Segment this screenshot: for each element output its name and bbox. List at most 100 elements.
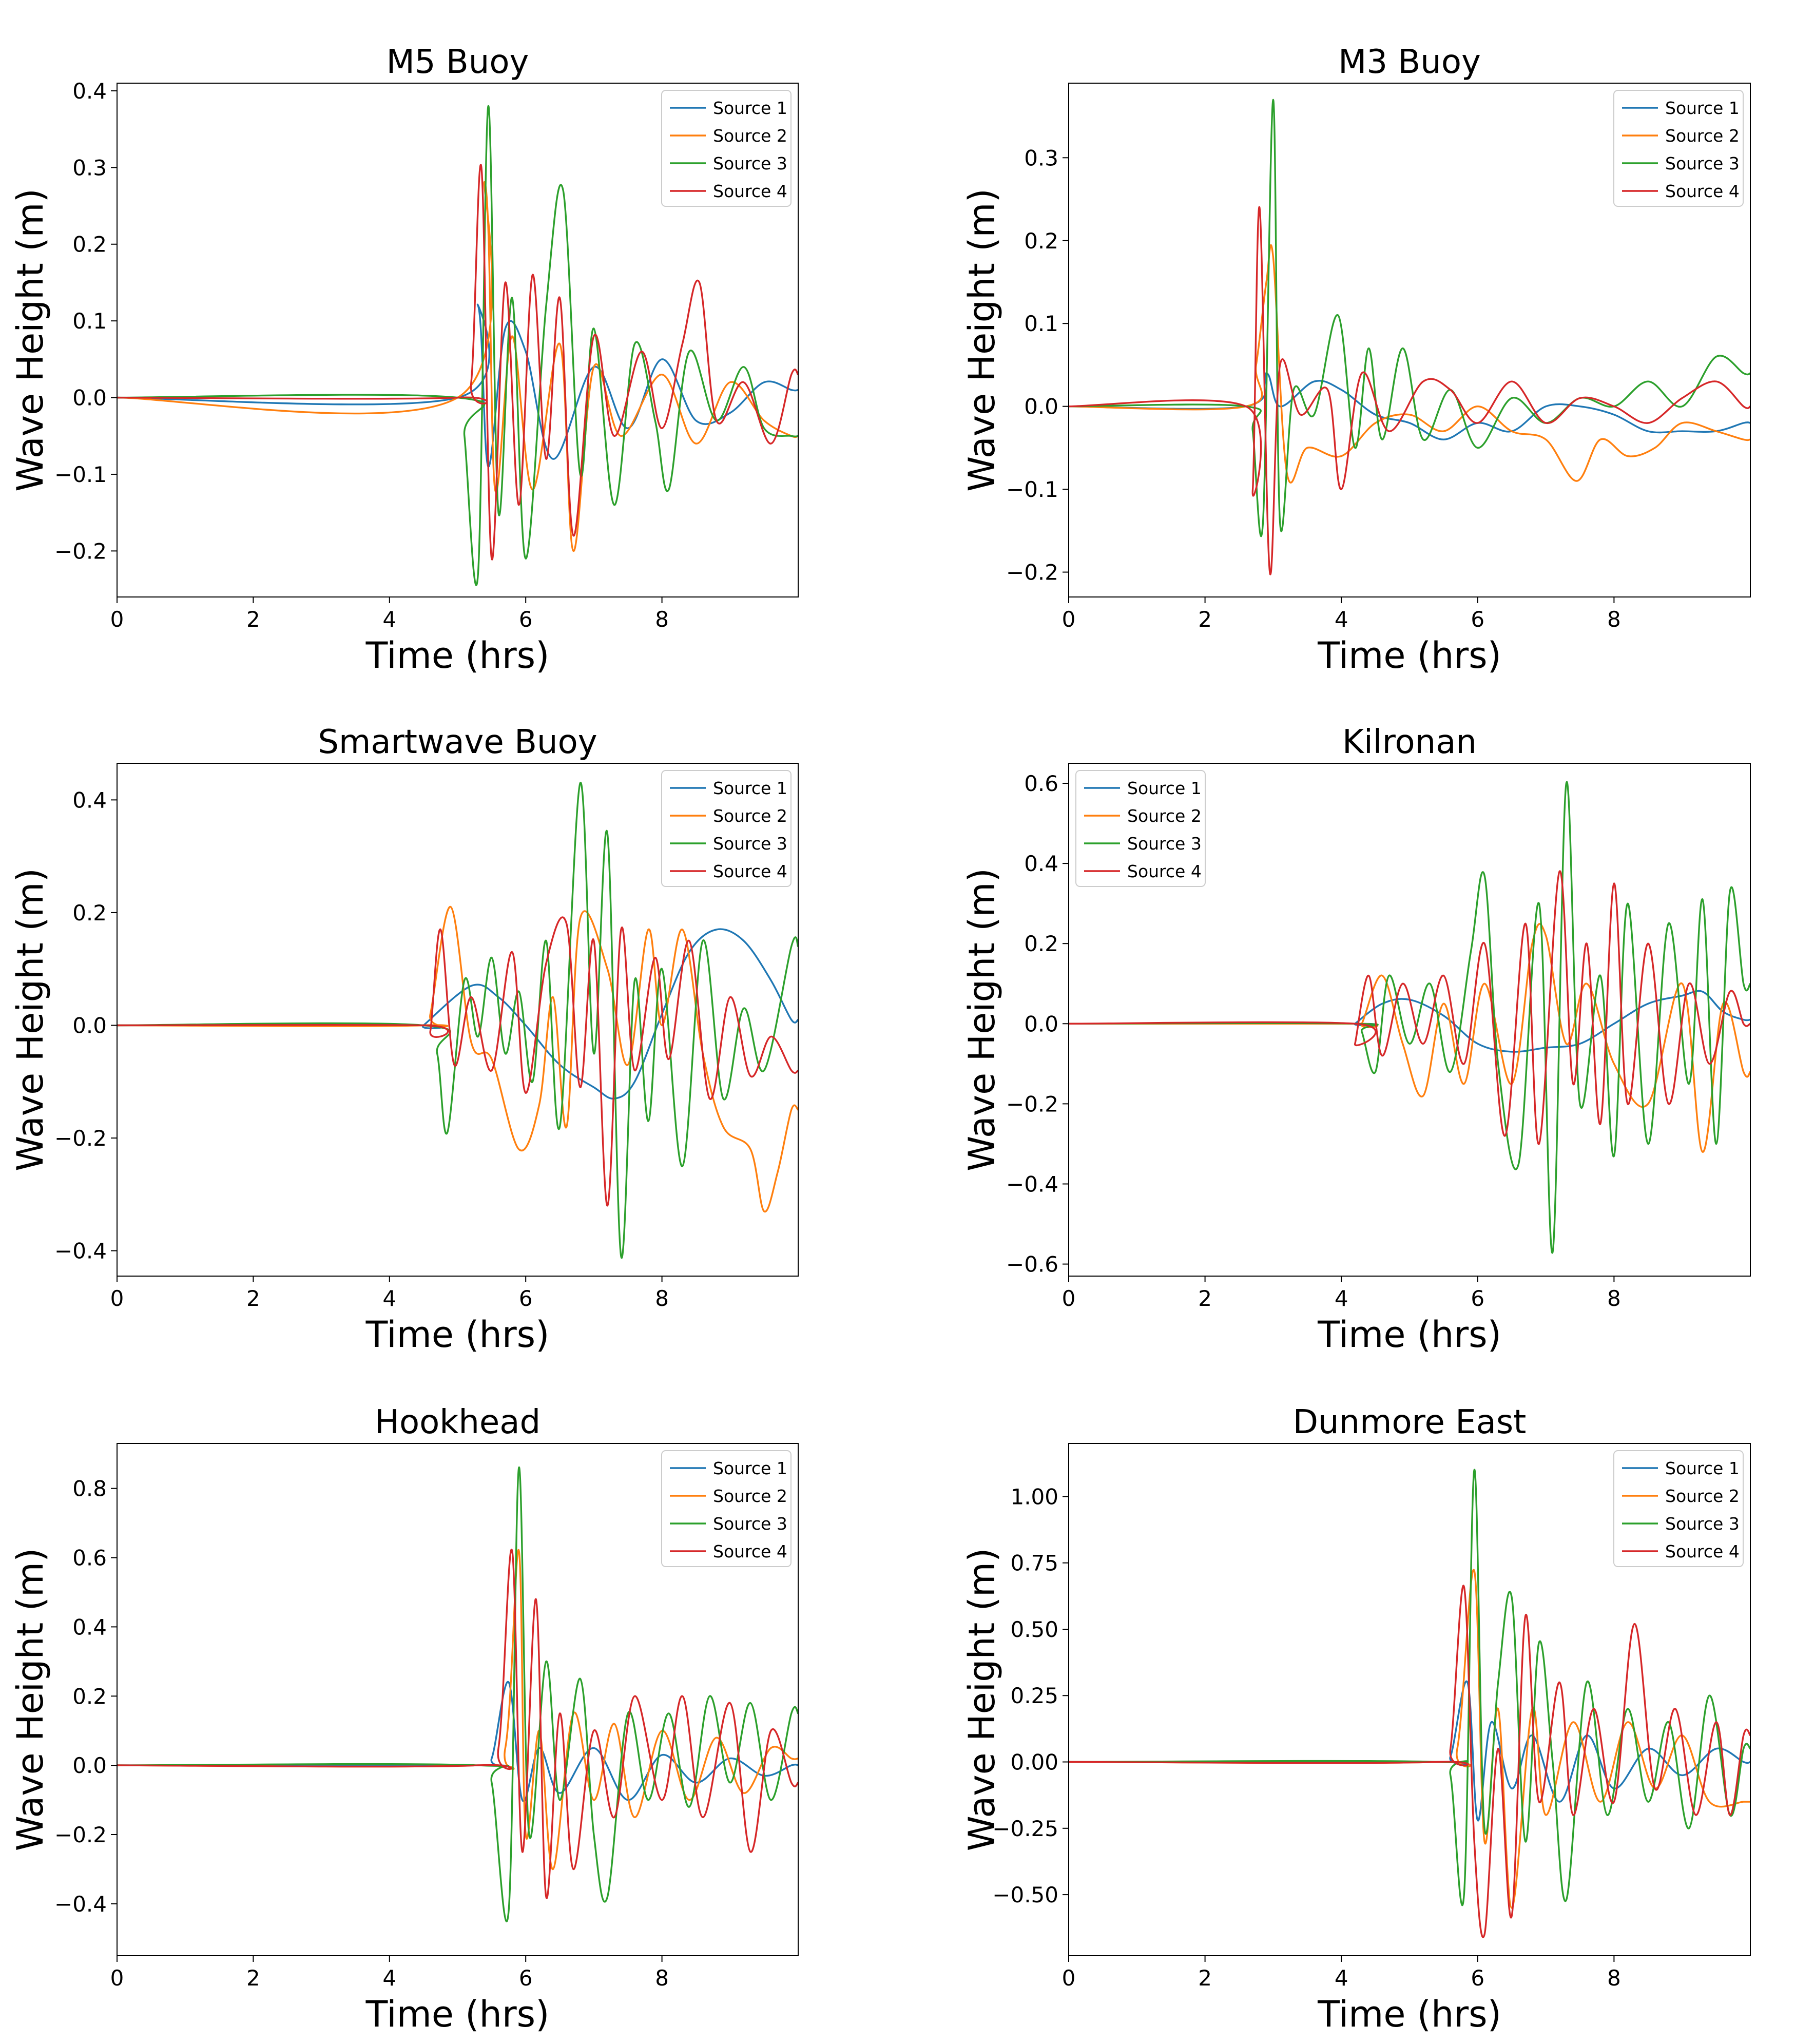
series-line-4: [1069, 1585, 1750, 1938]
x-tick-label: 4: [382, 607, 396, 632]
chart-panel: Smartwave Buoy 0 2 4 6 8 −0.4 −0.2 0.0 0.2 0.4 Time…: [9, 723, 799, 1356]
chart-title: M3 Buoy: [1338, 43, 1481, 81]
y-tick-label: 0.4: [1024, 851, 1058, 876]
x-axis-label: Time (hrs): [1317, 1314, 1501, 1356]
x-tick-label: 2: [246, 1965, 260, 1991]
series-line-3: [1069, 1469, 1750, 1906]
x-tick-label: 2: [246, 1286, 260, 1311]
y-axis-label: Wave Height (m): [961, 188, 1003, 492]
x-tick-label: 6: [519, 1965, 533, 1991]
legend: Source 1 Source 2 Source 3 Source 4: [661, 1450, 792, 1567]
x-tick-label: 0: [1062, 607, 1076, 632]
legend: Source 1 Source 2 Source 3 Source 4: [1075, 770, 1206, 887]
x-tick-label: 2: [246, 607, 260, 632]
axes-frame: [1068, 1443, 1751, 1956]
y-tick-label: 0.0: [1024, 394, 1058, 419]
y-tick-label: −0.4: [1006, 1171, 1058, 1197]
legend-label: Source 3: [713, 153, 787, 173]
legend-label: Source 2: [713, 1486, 787, 1506]
x-axis-label: Time (hrs): [365, 634, 550, 677]
y-axis-label: Wave Height (m): [961, 1548, 1003, 1852]
x-tick-label: 0: [110, 1286, 124, 1311]
series-line-4: [117, 916, 798, 1207]
y-axis-label: Wave Height (m): [9, 188, 51, 492]
legend-label: Source 2: [1665, 126, 1740, 146]
series-line-1: [117, 303, 798, 468]
x-tick-label: 6: [519, 607, 533, 632]
y-tick-label: 0.3: [72, 155, 107, 180]
chart-panel: Dunmore East 0 2 4 6 8 −0.50 −0.25 0.00 0.25 0.50 0…: [961, 1403, 1751, 2035]
x-tick-label: 8: [655, 1286, 669, 1311]
x-tick-label: 0: [110, 1965, 124, 1991]
y-tick-label: 0.6: [72, 1546, 107, 1571]
y-tick-label: 0.00: [1010, 1750, 1058, 1775]
legend-label: Source 1: [1665, 98, 1740, 118]
chart-panel: Hookhead 0 2 4 6 8 −0.4 −0.2 0.0 0.2 0.4 0.6 0.8 Time…: [9, 1403, 799, 2035]
axes-frame: [117, 763, 799, 1277]
plot-area: [1069, 1469, 1750, 1938]
legend-label: Source 3: [1665, 1514, 1740, 1534]
x-tick-label: 0: [1062, 1286, 1076, 1311]
legend: Source 1 Source 2 Source 3 Source 4: [661, 770, 792, 887]
y-tick-label: −0.1: [1006, 477, 1058, 502]
y-axis-label: Wave Height (m): [961, 868, 1003, 1171]
legend-label: Source 2: [1665, 1486, 1740, 1506]
x-tick-label: 6: [1471, 607, 1484, 632]
x-tick-label: 6: [1471, 1965, 1484, 1991]
y-tick-label: −0.4: [54, 1239, 107, 1264]
series-line-3: [117, 105, 798, 586]
legend-label: Source 2: [713, 806, 787, 826]
chart-title: M5 Buoy: [387, 43, 529, 81]
series-line-3: [1069, 781, 1750, 1254]
axes-frame: [117, 1443, 799, 1956]
y-tick-label: 0.75: [1010, 1551, 1058, 1576]
x-tick-label: 8: [655, 1965, 669, 1991]
legend-label: Source 1: [713, 1458, 787, 1478]
plot-area: [1069, 99, 1750, 575]
y-tick-label: −0.2: [54, 538, 107, 564]
legend-label: Source 3: [713, 834, 787, 854]
y-tick-label: −0.2: [54, 1822, 107, 1847]
y-tick-label: −0.2: [1006, 1091, 1058, 1116]
axes-frame: [1068, 763, 1751, 1277]
legend-box: [661, 90, 792, 207]
y-tick-label: 0.3: [1024, 145, 1058, 170]
y-tick-label: 0.2: [72, 900, 107, 925]
y-tick-label: 0.2: [1024, 228, 1058, 254]
legend-box: [661, 770, 792, 887]
axes-frame: [117, 83, 799, 597]
x-tick-label: 2: [1198, 607, 1212, 632]
x-tick-label: 2: [1198, 1286, 1212, 1311]
x-tick-label: 6: [519, 1286, 533, 1311]
y-tick-label: 0.0: [72, 1013, 107, 1038]
legend-box: [1613, 90, 1744, 207]
x-tick-label: 8: [1607, 1965, 1621, 1991]
y-tick-label: −0.2: [1006, 560, 1058, 585]
x-tick-label: 4: [382, 1965, 396, 1991]
legend: Source 1 Source 2 Source 3 Source 4: [1613, 90, 1744, 207]
legend-label: Source 2: [713, 126, 787, 146]
legend: Source 1 Source 2 Source 3 Source 4: [661, 90, 792, 207]
chart-panel: M3 Buoy 0 2 4 6 8 −0.2 −0.1 0.0 0.1 0.2 0.3 Time (hr…: [961, 43, 1751, 677]
y-tick-label: −0.50: [992, 1882, 1058, 1907]
y-tick-label: −0.2: [54, 1126, 107, 1151]
series-line-2: [1069, 1569, 1750, 1909]
y-axis-label: Wave Height (m): [9, 1548, 51, 1852]
legend-label: Source 1: [1665, 1458, 1740, 1478]
legend-label: Source 2: [1127, 806, 1202, 826]
series-line-4: [117, 1549, 798, 1899]
chart-title: Dunmore East: [1293, 1403, 1527, 1441]
series-line-3: [117, 782, 798, 1259]
y-axis-label: Wave Height (m): [9, 868, 51, 1171]
plot-area: [117, 1467, 798, 1922]
series-line-2: [117, 1549, 798, 1871]
axes-frame: [1068, 83, 1751, 597]
series-line-1: [1069, 372, 1750, 440]
series-line-4: [117, 164, 798, 561]
x-tick-label: 4: [1335, 1286, 1348, 1311]
x-tick-label: 6: [1471, 1286, 1484, 1311]
series-line-2: [117, 906, 798, 1213]
y-tick-label: −0.4: [54, 1892, 107, 1917]
plot-area: [1069, 781, 1750, 1254]
